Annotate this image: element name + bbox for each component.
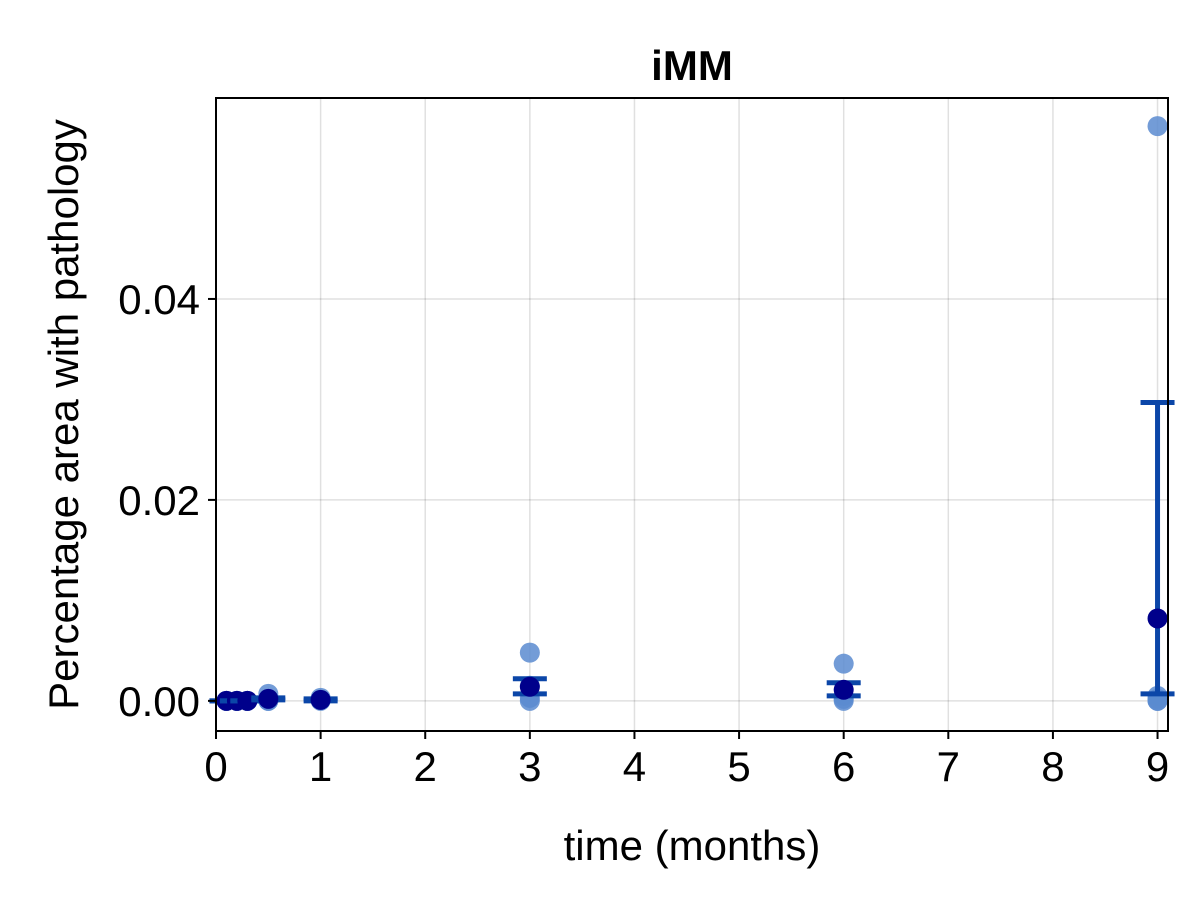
x-tick-label: 0 xyxy=(204,743,227,790)
mean-point xyxy=(310,689,331,710)
x-tick-label: 1 xyxy=(309,743,332,790)
x-tick-label: 7 xyxy=(937,743,960,790)
grid xyxy=(215,98,1168,731)
x-tick-label: 3 xyxy=(518,743,541,790)
y-tick-label: 0.02 xyxy=(118,477,200,524)
data-point xyxy=(833,653,854,674)
x-tick-label: 6 xyxy=(832,743,855,790)
data-point xyxy=(1147,116,1168,137)
mean-point xyxy=(833,679,854,700)
ticks: 0 1 2 3 4 5 6 7 8 9 0.00 0.02 0.04 xyxy=(118,276,1169,790)
chart-title: iMM xyxy=(651,42,733,89)
x-tick-label: 5 xyxy=(727,743,750,790)
y-tick-label: 0.00 xyxy=(118,678,200,725)
data-marks xyxy=(209,116,1175,711)
x-tick-label: 9 xyxy=(1146,743,1169,790)
mean-point xyxy=(258,688,279,709)
y-tick-label: 0.04 xyxy=(118,276,200,323)
x-tick-label: 8 xyxy=(1041,743,1064,790)
x-tick-label: 2 xyxy=(414,743,437,790)
mean-point xyxy=(519,676,540,697)
x-axis-label: time (months) xyxy=(564,822,821,869)
mean-point xyxy=(1147,608,1168,629)
x-tick-label: 4 xyxy=(623,743,646,790)
y-axis-label: Percentage area with pathology xyxy=(40,119,87,710)
data-point xyxy=(519,642,540,663)
plot-frame xyxy=(215,97,1169,732)
